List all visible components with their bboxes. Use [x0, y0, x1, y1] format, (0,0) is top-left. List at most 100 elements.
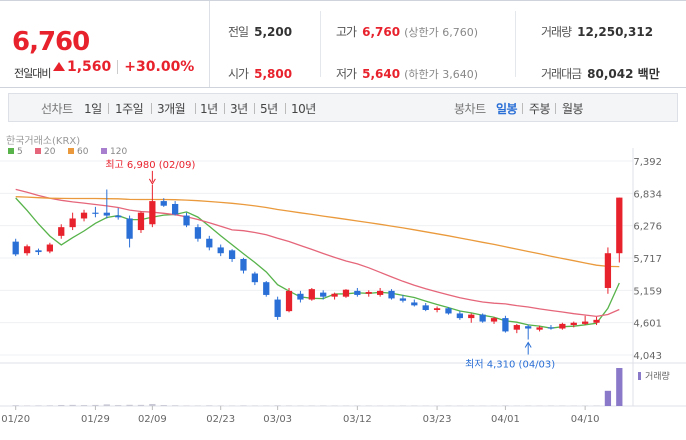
tab-daily[interactable]: 일봉 [496, 102, 518, 116]
candle-body [194, 227, 202, 239]
divider [515, 11, 516, 77]
candle-body [228, 250, 236, 260]
x-tick-label: 03/03 [263, 414, 292, 425]
annotations: 최고 6,980 (02/09) 최저 4,310 (04/03) [105, 159, 555, 371]
candle-body [80, 212, 88, 219]
candle-body [365, 292, 372, 294]
volume-bar [217, 405, 224, 406]
candle-body [274, 299, 281, 317]
tab-3-year[interactable]: 3년 [230, 102, 248, 116]
volume-bar [35, 405, 42, 406]
divider [117, 60, 119, 74]
high-arrow-head [148, 178, 156, 185]
legend-label-120: 120 [110, 147, 127, 157]
candle-body [377, 290, 384, 295]
volume-legend-swatch [638, 372, 641, 380]
volume-bar [12, 405, 19, 406]
tab-divider [108, 103, 109, 114]
tab-monthly[interactable]: 월봉 [562, 102, 584, 116]
tab-divider [522, 103, 523, 114]
volume-bar [80, 405, 88, 406]
amount-label: 거래대금 [541, 67, 582, 81]
change-percent: +30.00% [124, 59, 195, 75]
low-arrow-head [524, 341, 532, 348]
y-tick-label: 6,276 [633, 222, 662, 233]
legend-swatch-120 [101, 148, 107, 154]
tab-1-week[interactable]: 1주일 [115, 102, 144, 116]
volume-cell: 거래량 12,250,312 [541, 23, 653, 40]
candle-body [616, 197, 623, 254]
volume-bar [502, 405, 509, 406]
candle-body [422, 305, 429, 310]
high-cell: 고가 6,760 (상한가 6,760) [336, 23, 478, 40]
period-tabs-bar: 선차트 1일 1주일 3개월 1년 3년 5년 10년 봉차트 일봉 주봉 월봉 [8, 93, 678, 122]
price-chart: 한국거래소(KRX) 5 20 60 120 최고 6,980 (02/09) 최저 4… [0, 128, 686, 425]
volume-value: 12,250,312 [577, 25, 654, 39]
candle-body [354, 290, 361, 295]
candle-chart-label[interactable]: 봉차트 [454, 102, 486, 116]
open-cell: 시가 5,800 [228, 65, 292, 82]
x-tick-label: 01/20 [1, 414, 30, 425]
candles [12, 184, 623, 340]
candle-body [35, 250, 42, 253]
candle-body [468, 314, 475, 319]
volume-bar [604, 390, 612, 406]
volume-bar [240, 405, 247, 406]
candle-body [263, 282, 270, 295]
exchange-label: 한국거래소(KRX) [6, 135, 80, 147]
tab-5-year[interactable]: 5년 [260, 102, 278, 116]
candle-body [342, 289, 350, 297]
tab-10-year[interactable]: 10년 [291, 102, 316, 116]
x-tick-label: 02/09 [138, 414, 167, 425]
tab-weekly[interactable]: 주봉 [529, 102, 551, 116]
candle-body [69, 218, 76, 228]
volume-bar [160, 405, 167, 406]
volume-bar [23, 405, 31, 406]
y-tick-label: 5,717 [633, 254, 662, 265]
high-value: 6,760 [362, 25, 401, 39]
candle-body [570, 322, 577, 326]
divider [320, 11, 321, 77]
volume-bar [274, 405, 281, 406]
candle-body [23, 246, 31, 254]
candle-body [160, 201, 167, 206]
moving-averages [16, 189, 620, 329]
volume-bar [285, 405, 293, 406]
x-axis: 01/20 01/29 02/09 02/23 03/03 03/12 03/23 04/01… [1, 406, 600, 425]
volume-bar [69, 404, 76, 406]
volume-bar [46, 405, 53, 406]
candle-body [582, 321, 589, 324]
tab-1-day[interactable]: 1일 [84, 102, 102, 116]
tab-1-year[interactable]: 1년 [200, 102, 218, 116]
candle-body [604, 253, 612, 288]
volume-bar [126, 404, 133, 406]
candle-body [536, 327, 543, 330]
volume-bar [172, 405, 179, 406]
current-price: 6,760 [12, 27, 90, 57]
candle-body [217, 247, 224, 254]
candle-body [411, 302, 418, 306]
quote-panel: 6,760 전일대비 1,560 +30.00% 전일 5,200 시가 5,8… [0, 0, 686, 88]
upper-limit: (상한가 6,760) [404, 26, 478, 39]
x-tick-label: 04/10 [571, 414, 600, 425]
candle-body [502, 318, 509, 332]
candle-body [46, 244, 53, 252]
candle-body [115, 215, 122, 218]
tab-divider [285, 103, 286, 114]
y-axis: 7,392 6,834 6,276 5,717 5,159 4,601 4,043 [633, 157, 662, 362]
lower-limit: (하한가 3,640) [404, 68, 478, 81]
x-tick-label: 02/23 [206, 414, 235, 425]
low-label: 저가 [336, 67, 357, 81]
price-box: 6,760 전일대비 1,560 +30.00% [0, 1, 210, 87]
legend-label-60: 60 [77, 147, 89, 157]
candle-body [137, 212, 145, 231]
volume-bar [183, 405, 190, 406]
candle-body [92, 212, 99, 214]
line-chart-tab[interactable]: 선차트 [41, 102, 73, 116]
tab-divider [195, 103, 196, 114]
prev-close-label: 전일 [228, 25, 249, 39]
y-tick-label: 4,043 [633, 351, 662, 362]
legend-swatch-20 [35, 148, 41, 154]
tab-3-month[interactable]: 3개월 [157, 102, 186, 116]
candle-body [559, 323, 566, 329]
